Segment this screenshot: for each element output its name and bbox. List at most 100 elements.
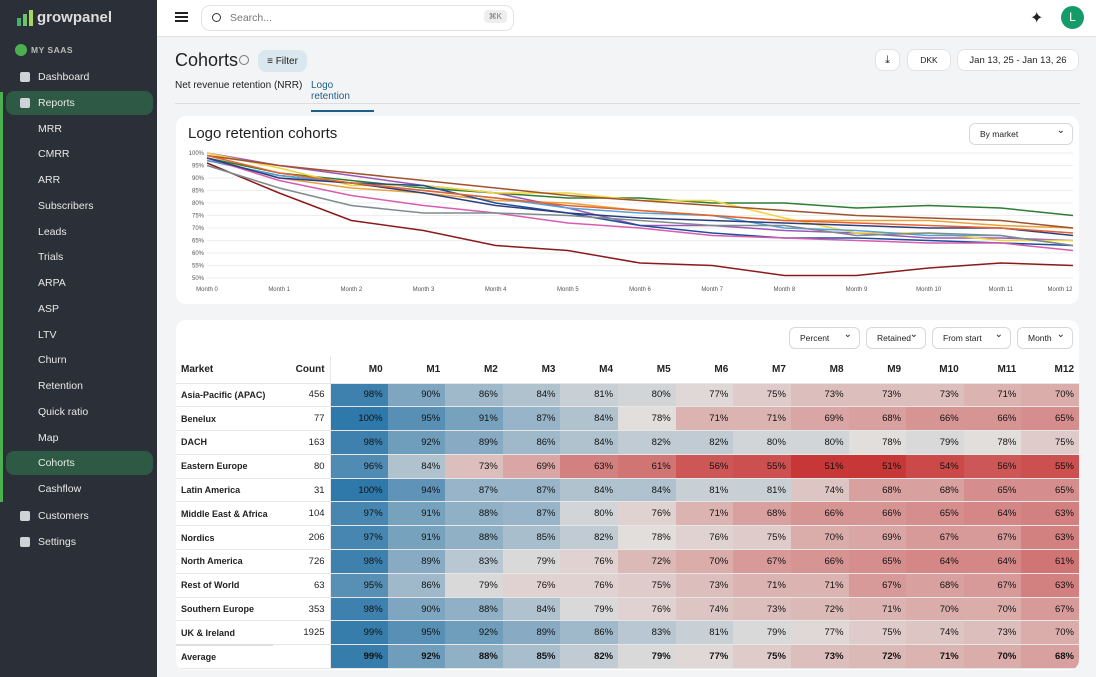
x-tick-label: Month 6	[629, 287, 651, 293]
cohort-cell: 70%	[963, 644, 1022, 670]
cohort-cell: 98%	[330, 597, 388, 622]
nav-item[interactable]: ARPA	[38, 277, 66, 289]
cohort-cell: 85%	[502, 525, 561, 551]
nav-item[interactable]: CMRR	[38, 148, 70, 161]
avatar[interactable]: L	[1061, 6, 1084, 29]
table-select[interactable]: Month	[1017, 325, 1073, 349]
y-tick-label: 65%	[192, 239, 205, 245]
nav-item[interactable]: Quick ratio	[38, 405, 89, 418]
cohort-cell: 78%	[618, 406, 676, 432]
table-row: Nordics 206 97% 91% 88% 85% 82% 78% 76% 75% 70% 69%…	[176, 525, 1079, 551]
cohort-cell: 80%	[790, 430, 849, 455]
workspace[interactable]: MY SAAS	[31, 45, 74, 55]
tab-active[interactable]: Logo retention	[311, 80, 374, 112]
nav-item[interactable]: Churn	[38, 354, 67, 367]
filter-button[interactable]: ≡ Filter	[258, 50, 307, 72]
cohort-cell: 92%	[387, 644, 446, 670]
cohort-cell: 79%	[560, 597, 619, 622]
cohort-cell: 76%	[560, 573, 619, 598]
cohort-cell: 74%	[906, 620, 964, 646]
series-line	[206, 164, 1074, 247]
table-row: Latin America 31 100% 94% 87% 87% 84% 84% 81% 81%…	[176, 478, 1079, 503]
cohort-cell: 73%	[733, 597, 791, 622]
cohort-cell: 82%	[675, 430, 734, 455]
cohort-cell: 81%	[675, 620, 734, 646]
cohort-cell: 81%	[560, 383, 619, 408]
cohort-cell: 98%	[330, 430, 388, 455]
cohort-cell: 84%	[502, 383, 561, 408]
cohort-cell: 75%	[733, 644, 791, 670]
nav-item[interactable]: Customers	[6, 504, 153, 528]
cohort-cell: 83%	[618, 620, 676, 646]
cohort-cell: 68%	[906, 573, 964, 598]
nav-item[interactable]: Cashflow	[38, 483, 82, 495]
cohort-cell: 76%	[502, 573, 561, 598]
x-tick-label: Month 12	[1047, 287, 1073, 293]
nav-item[interactable]: ASP	[38, 302, 60, 315]
cohort-cell: 66%	[790, 549, 849, 574]
nav-item[interactable]: Map	[38, 431, 59, 444]
cohort-cell: 88%	[445, 597, 503, 622]
cohort-cell: 61%	[1021, 549, 1079, 574]
column-header: M3	[502, 356, 561, 384]
cohort-cell: 97%	[330, 525, 388, 551]
cohort-cell: 65%	[906, 501, 964, 527]
cohort-cell: 65%	[1021, 406, 1079, 432]
cohort-cell: 87%	[445, 478, 503, 503]
cohort-cell: 73%	[445, 454, 503, 479]
column-header: M9	[848, 356, 907, 384]
cohort-cell: 51%	[848, 454, 907, 479]
tab[interactable]: Net revenue retention (NRR)	[175, 80, 303, 91]
cohort-cell: 90%	[387, 383, 446, 408]
search[interactable]: Search... ⌘K	[201, 5, 514, 31]
nav-item[interactable]: Reports	[6, 90, 153, 115]
nav-item[interactable]: Cohorts	[6, 451, 153, 476]
column-header: M6	[675, 356, 734, 384]
nav-item[interactable]: LTV	[38, 328, 57, 341]
x-tick-label: Month 5	[557, 287, 579, 293]
info-icon[interactable]	[239, 55, 249, 65]
nav-item[interactable]: Retention	[38, 380, 83, 392]
cohort-cell: 70%	[675, 549, 734, 574]
filter-label: Filter	[275, 55, 298, 67]
chart-select[interactable]: By market	[969, 121, 1073, 145]
date-range[interactable]: Jan 13, 25 - Jan 13, 26	[957, 49, 1079, 71]
cohort-cell: 97%	[330, 501, 388, 527]
cohort-cell: 73%	[848, 383, 907, 408]
cohort-cell: 66%	[963, 406, 1022, 432]
cohort-cell: 95%	[330, 573, 388, 598]
cohort-cell: 65%	[848, 549, 907, 574]
currency-button[interactable]: DKK	[907, 49, 951, 71]
nav-item[interactable]: Leads	[38, 225, 67, 238]
nav-item[interactable]: Settings	[6, 530, 153, 554]
nav-item[interactable]: Subscribers	[38, 199, 94, 212]
table-select[interactable]: From start	[932, 325, 1011, 349]
nav-icon	[20, 510, 30, 521]
cohort-cell: 98%	[330, 549, 388, 574]
count: 77	[273, 406, 331, 432]
table-select[interactable]: Percent	[789, 325, 860, 349]
cohort-cell: 65%	[963, 478, 1022, 503]
download-button[interactable]: ⤓	[875, 49, 900, 71]
nav-item[interactable]: Trials	[38, 251, 64, 264]
cohort-cell: 87%	[502, 478, 561, 503]
ai-icon[interactable]: ✦	[1030, 10, 1044, 27]
nav-icon	[20, 97, 30, 108]
cohort-cell: 72%	[618, 549, 676, 574]
cohort-cell: 75%	[733, 525, 791, 551]
menu-icon[interactable]	[175, 12, 188, 14]
series-line	[206, 162, 1074, 277]
cohort-cell: 70%	[790, 525, 849, 551]
x-tick-label: Month 1	[268, 287, 290, 293]
table-select[interactable]: Retained	[866, 325, 926, 349]
cohort-cell: 82%	[560, 644, 619, 670]
nav-item[interactable]: Dashboard	[6, 65, 153, 89]
cohort-cell: 71%	[675, 406, 734, 432]
cohort-cell: 84%	[560, 430, 619, 455]
tab-rule	[175, 103, 1080, 104]
nav-item[interactable]: ARR	[38, 174, 61, 186]
cohort-cell: 55%	[1021, 454, 1079, 479]
cohort-cell: 80%	[618, 383, 676, 408]
x-tick-label: Month 11	[989, 287, 1014, 293]
nav-item[interactable]: MRR	[38, 122, 62, 135]
